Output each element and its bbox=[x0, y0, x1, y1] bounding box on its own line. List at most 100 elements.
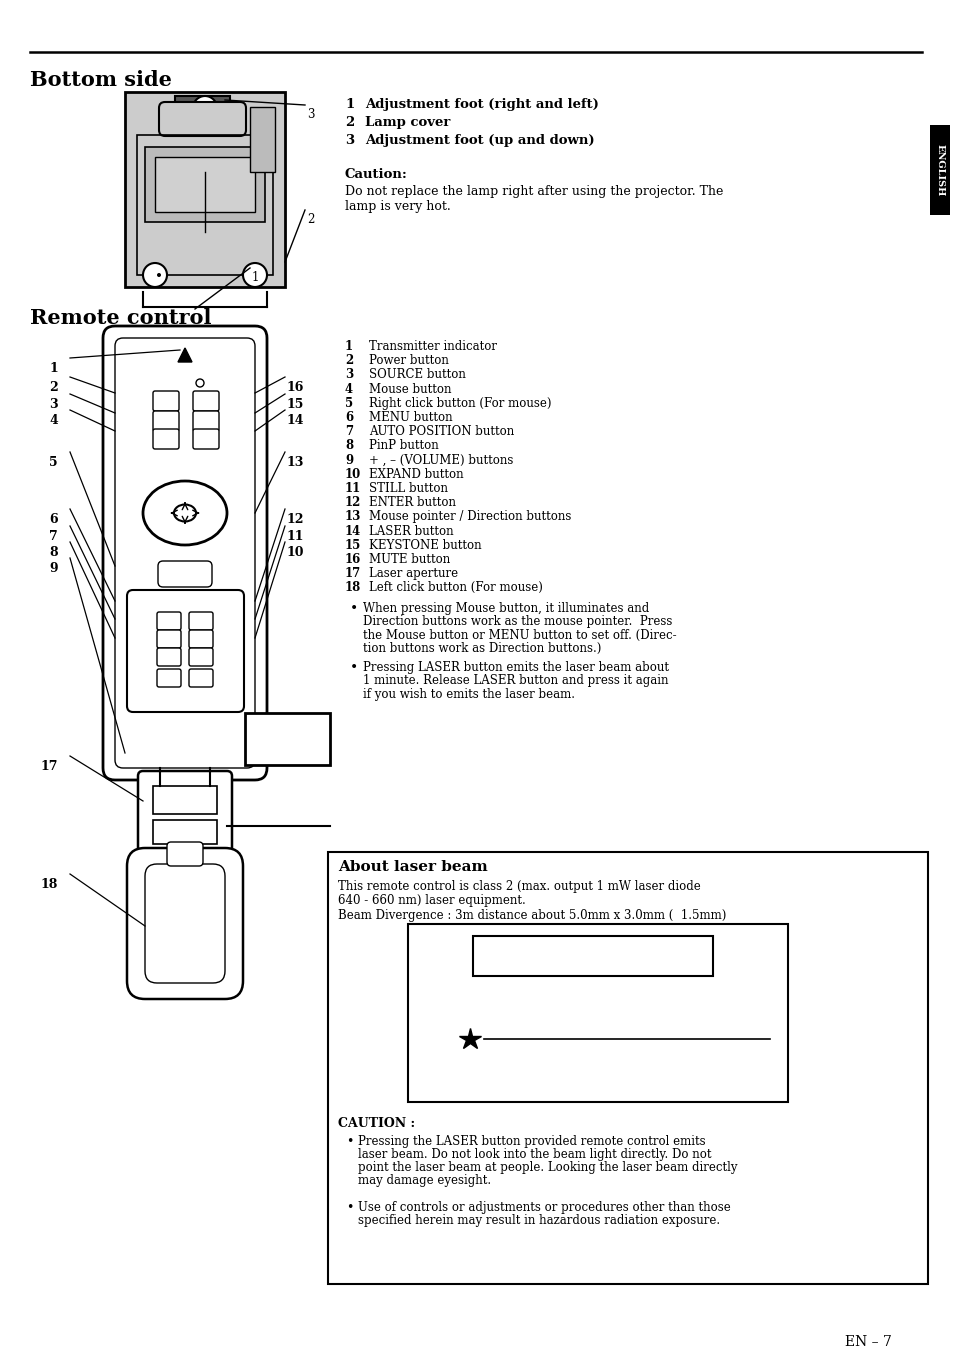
Text: 7: 7 bbox=[345, 426, 353, 438]
Text: 5: 5 bbox=[345, 397, 353, 409]
Text: 17: 17 bbox=[40, 761, 58, 773]
Bar bbox=[152, 786, 216, 815]
Text: Mouse button: Mouse button bbox=[369, 382, 451, 396]
Text: point the laser beam at people. Looking the laser beam directly: point the laser beam at people. Looking … bbox=[357, 1161, 737, 1174]
Text: Power button: Power button bbox=[369, 354, 449, 367]
Text: 6: 6 bbox=[50, 513, 58, 526]
Text: Do not replace the lamp right after using the projector. The: Do not replace the lamp right after usin… bbox=[345, 185, 722, 199]
Text: 16: 16 bbox=[345, 553, 361, 566]
Text: SOURCE button: SOURCE button bbox=[369, 369, 465, 381]
Text: tion buttons work as Direction buttons.): tion buttons work as Direction buttons.) bbox=[363, 642, 600, 655]
Text: 2: 2 bbox=[345, 116, 354, 128]
Text: Pressing the LASER button provided remote control emits: Pressing the LASER button provided remot… bbox=[357, 1135, 705, 1148]
Text: 9: 9 bbox=[345, 454, 353, 466]
Text: CAUTION :: CAUTION : bbox=[337, 1117, 415, 1129]
FancyBboxPatch shape bbox=[145, 865, 225, 984]
Text: 6: 6 bbox=[345, 411, 353, 424]
Bar bbox=[473, 936, 712, 975]
Text: 3: 3 bbox=[307, 108, 314, 122]
Text: Left click button (For mouse): Left click button (For mouse) bbox=[369, 581, 542, 594]
Text: lamp is very hot.: lamp is very hot. bbox=[345, 200, 450, 213]
Bar bbox=[137, 135, 273, 276]
Text: PinP button: PinP button bbox=[369, 439, 438, 453]
Text: •: • bbox=[350, 601, 358, 616]
Circle shape bbox=[157, 273, 161, 277]
FancyBboxPatch shape bbox=[152, 430, 179, 449]
Text: This remote control is class 2 (max. output 1 mW laser diode: This remote control is class 2 (max. out… bbox=[337, 880, 700, 893]
Text: ENGLISH: ENGLISH bbox=[935, 143, 943, 196]
Circle shape bbox=[193, 96, 216, 120]
Text: 10: 10 bbox=[345, 467, 361, 481]
Text: 13: 13 bbox=[345, 511, 361, 523]
Text: 18: 18 bbox=[41, 878, 58, 892]
Bar bbox=[152, 820, 216, 844]
Text: Use of controls or adjustments or procedures other than those: Use of controls or adjustments or proced… bbox=[357, 1201, 730, 1215]
Text: Transmitter indicator: Transmitter indicator bbox=[369, 340, 497, 353]
Text: 8: 8 bbox=[345, 439, 353, 453]
Text: Bottom side: Bottom side bbox=[30, 70, 172, 91]
FancyBboxPatch shape bbox=[127, 590, 244, 712]
Text: 14: 14 bbox=[287, 413, 304, 427]
Bar bbox=[125, 92, 285, 286]
FancyBboxPatch shape bbox=[159, 101, 246, 136]
Text: Laser aperture: Laser aperture bbox=[369, 567, 457, 580]
Text: 4: 4 bbox=[50, 413, 58, 427]
FancyBboxPatch shape bbox=[193, 411, 219, 431]
Text: Adjustment foot (up and down): Adjustment foot (up and down) bbox=[365, 134, 594, 147]
Text: Direction buttons work as the mouse pointer.  Press: Direction buttons work as the mouse poin… bbox=[363, 615, 672, 628]
FancyBboxPatch shape bbox=[189, 612, 213, 630]
Text: 3: 3 bbox=[50, 399, 58, 411]
Bar bbox=[408, 924, 787, 1102]
Text: Beam Divergence : 3m distance about 5.0mm x 3.0mm (  1.5mm): Beam Divergence : 3m distance about 5.0m… bbox=[337, 909, 725, 921]
Ellipse shape bbox=[173, 504, 195, 521]
Text: EXPAND button: EXPAND button bbox=[369, 467, 463, 481]
FancyBboxPatch shape bbox=[157, 630, 181, 648]
FancyBboxPatch shape bbox=[127, 848, 243, 998]
Text: 3: 3 bbox=[345, 369, 353, 381]
Text: Right click button (For mouse): Right click button (For mouse) bbox=[369, 397, 551, 409]
Text: 1 minute. Release LASER button and press it again: 1 minute. Release LASER button and press… bbox=[363, 674, 668, 688]
Text: STILL button: STILL button bbox=[369, 482, 448, 494]
Text: EN – 7: EN – 7 bbox=[844, 1335, 891, 1350]
FancyBboxPatch shape bbox=[152, 390, 179, 411]
Text: Lamp cover: Lamp cover bbox=[365, 116, 450, 128]
Text: LASER button: LASER button bbox=[369, 524, 453, 538]
Text: 1: 1 bbox=[252, 272, 259, 284]
Text: 13: 13 bbox=[287, 457, 304, 469]
Text: MUTE button: MUTE button bbox=[369, 553, 450, 566]
FancyBboxPatch shape bbox=[193, 390, 219, 411]
Text: 14: 14 bbox=[345, 524, 361, 538]
Bar bbox=[929, 126, 949, 215]
Text: 1: 1 bbox=[345, 340, 353, 353]
FancyBboxPatch shape bbox=[152, 411, 179, 431]
Text: 18: 18 bbox=[345, 581, 361, 594]
Text: 640 - 660 nm) laser equipment.: 640 - 660 nm) laser equipment. bbox=[337, 894, 525, 907]
Text: 2: 2 bbox=[345, 354, 353, 367]
Circle shape bbox=[243, 263, 267, 286]
FancyBboxPatch shape bbox=[157, 612, 181, 630]
Text: 9: 9 bbox=[50, 562, 58, 576]
Text: 4: 4 bbox=[345, 382, 353, 396]
Text: ENTER button: ENTER button bbox=[369, 496, 456, 509]
Bar bbox=[250, 107, 274, 172]
Ellipse shape bbox=[143, 481, 227, 544]
Circle shape bbox=[143, 263, 167, 286]
FancyBboxPatch shape bbox=[103, 326, 267, 780]
Circle shape bbox=[195, 380, 204, 386]
Text: AUTO POSITION button: AUTO POSITION button bbox=[369, 426, 514, 438]
FancyBboxPatch shape bbox=[189, 630, 213, 648]
Bar bbox=[245, 713, 330, 765]
Text: 15: 15 bbox=[287, 399, 304, 411]
FancyBboxPatch shape bbox=[167, 842, 203, 866]
Text: 15: 15 bbox=[345, 539, 361, 551]
Text: When pressing Mouse button, it illuminates and: When pressing Mouse button, it illuminat… bbox=[363, 601, 649, 615]
FancyBboxPatch shape bbox=[189, 669, 213, 688]
Text: 5: 5 bbox=[50, 457, 58, 469]
Text: 3: 3 bbox=[345, 134, 354, 147]
Bar bbox=[328, 852, 927, 1283]
Text: 12: 12 bbox=[345, 496, 361, 509]
FancyBboxPatch shape bbox=[158, 561, 212, 586]
Text: laser beam. Do not look into the beam light directly. Do not: laser beam. Do not look into the beam li… bbox=[357, 1148, 711, 1161]
Bar bbox=[174, 96, 230, 113]
Bar bbox=[154, 157, 254, 212]
